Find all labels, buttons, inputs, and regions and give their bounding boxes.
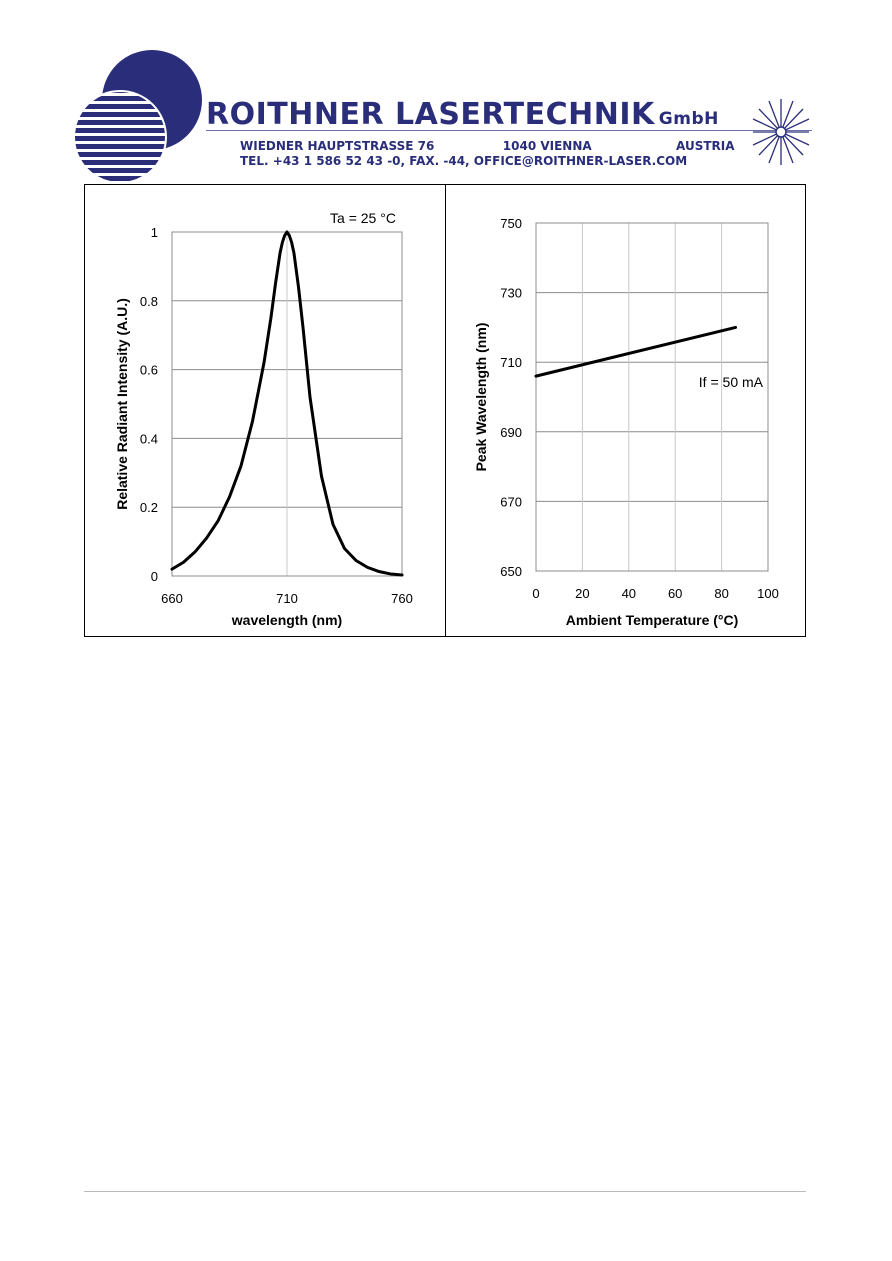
x-axis-label: Ambient Temperature (°C) xyxy=(566,612,739,628)
plot-area xyxy=(535,222,769,572)
series-line xyxy=(170,230,404,577)
y-tick-label: 650 xyxy=(500,564,522,579)
street-text: WIEDNER HAUPTSTRASSE 76 xyxy=(240,139,435,153)
x-tick-label: 710 xyxy=(276,591,298,606)
y-tick-label: 730 xyxy=(500,286,522,301)
chart-annotation: Ta = 25 °C xyxy=(330,210,396,226)
x-tick-label: 80 xyxy=(714,586,728,601)
logo-small-sphere xyxy=(75,92,165,182)
x-tick-label: 20 xyxy=(575,586,589,601)
x-tick-label: 760 xyxy=(391,591,413,606)
striped-sphere-logo xyxy=(73,50,202,184)
y-axis-label: Peak Wavelength (nm) xyxy=(473,323,489,472)
y-tick-label: 750 xyxy=(500,216,522,231)
series-line xyxy=(534,325,738,378)
y-tick-label: 710 xyxy=(500,355,522,370)
contact-line: TEL. +43 1 586 52 43 -0, FAX. -44, OFFIC… xyxy=(240,154,688,168)
peak-wavelength-chart: 650 670 690 710 730 750 0 20 40 60 80 100 If = 50 mA… xyxy=(473,216,779,628)
company-suffix: GmbH xyxy=(658,109,719,129)
x-tick-label: 0 xyxy=(532,586,539,601)
y-tick-label: 1 xyxy=(151,225,158,240)
city-text: 1040 VIENNA xyxy=(502,139,592,153)
x-tick-label: 40 xyxy=(622,586,636,601)
header-rule xyxy=(206,130,812,131)
chart-annotation: If = 50 mA xyxy=(699,374,764,390)
y-tick-label: 0.4 xyxy=(140,431,158,446)
x-tick-label: 100 xyxy=(757,586,779,601)
y-tick-label: 0 xyxy=(151,569,158,584)
y-tick-label: 0.2 xyxy=(140,500,158,515)
footer-rule xyxy=(84,1191,806,1192)
country-text: AUSTRIA xyxy=(676,139,735,153)
laser-starburst-icon xyxy=(752,99,810,165)
y-tick-label: 0.6 xyxy=(140,363,158,378)
charts-divider xyxy=(445,184,446,637)
company-name: ROITHNER LASERTECHNIK GmbH xyxy=(206,97,719,132)
spectrum-chart: 0 0.2 0.4 0.6 0.8 1 660 710 760 Ta = 25 °C wavelen… xyxy=(114,210,413,628)
y-tick-label: 690 xyxy=(500,425,522,440)
company-header: ROITHNER LASERTECHNIK GmbH WIEDNER HAUPTS… xyxy=(0,0,892,185)
company-name-text: ROITHNER LASERTECHNIK xyxy=(206,97,655,132)
y-tick-label: 0.8 xyxy=(140,294,158,309)
y-axis-label: Relative Radiant Intensity (A.U.) xyxy=(114,298,130,510)
x-tick-label: 60 xyxy=(668,586,682,601)
address-line: WIEDNER HAUPTSTRASSE 76 1040 VIENNA AUST… xyxy=(240,139,735,153)
y-tick-label: 670 xyxy=(500,494,522,509)
x-tick-label: 660 xyxy=(161,591,183,606)
x-axis-label: wavelength (nm) xyxy=(231,612,342,628)
